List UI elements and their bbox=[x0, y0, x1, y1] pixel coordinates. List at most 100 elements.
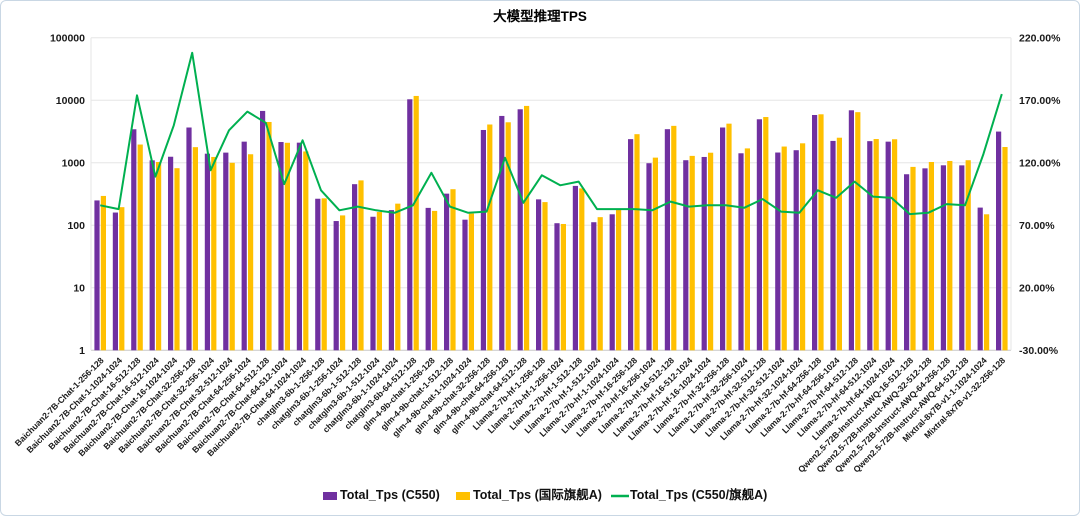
bar-c550 bbox=[756, 119, 762, 351]
bar-c550 bbox=[296, 142, 302, 351]
bar-flagship bbox=[119, 207, 125, 351]
ratio-line bbox=[99, 51, 1003, 216]
bar-c550 bbox=[646, 163, 652, 351]
bar-flagship bbox=[211, 156, 217, 351]
bar-c550 bbox=[664, 129, 670, 351]
bar-flagship bbox=[708, 152, 714, 351]
bar-c550 bbox=[315, 198, 321, 351]
bar-flagship bbox=[616, 209, 622, 351]
bar-c550 bbox=[775, 152, 781, 351]
bar-c550 bbox=[885, 141, 891, 351]
bar-flagship bbox=[395, 203, 401, 351]
bar-c550 bbox=[628, 139, 634, 351]
bar-flagship bbox=[873, 139, 879, 351]
bar-flagship bbox=[763, 117, 769, 351]
bar-c550 bbox=[940, 165, 946, 351]
left-axis-ticks: 1 10 100 1000 10000 100000 bbox=[50, 32, 85, 357]
chart-title: 大模型推理TPS bbox=[493, 8, 587, 24]
bar-flagship bbox=[505, 122, 511, 351]
x-axis-ticks: Baichuan2-7B-Chat-1-256-128Baichuan2-7B-… bbox=[13, 355, 1008, 474]
bar-c550 bbox=[609, 214, 615, 351]
line-series bbox=[99, 51, 1003, 216]
bar-c550 bbox=[959, 165, 965, 351]
bar-flagship bbox=[542, 202, 548, 351]
bar-flagship bbox=[174, 168, 180, 351]
left-tick-label: 100 bbox=[67, 220, 85, 232]
bar-flagship bbox=[100, 195, 106, 351]
legend-label: Total_Tps (C550) bbox=[340, 488, 440, 502]
bar-c550 bbox=[499, 115, 505, 351]
legend-label: Total_Tps (国际旗舰A) bbox=[473, 487, 602, 502]
bar-c550 bbox=[738, 153, 744, 351]
bar-c550 bbox=[388, 210, 394, 351]
bar-c550 bbox=[278, 142, 284, 351]
bar-flagship bbox=[358, 180, 364, 351]
legend-swatch bbox=[323, 492, 337, 500]
bar-c550 bbox=[904, 174, 910, 351]
bar-flagship bbox=[652, 157, 658, 351]
bar-flagship bbox=[432, 210, 438, 351]
bar-flagship bbox=[266, 121, 272, 351]
right-tick-label: -30.00% bbox=[1019, 345, 1059, 357]
bar-c550 bbox=[407, 99, 413, 351]
bar-flagship bbox=[800, 143, 806, 351]
bar-flagship bbox=[487, 124, 493, 351]
bar-c550 bbox=[352, 184, 358, 351]
bar-c550 bbox=[223, 152, 229, 351]
bar-flagship bbox=[671, 125, 677, 351]
bar-c550 bbox=[683, 160, 689, 351]
bar-c550 bbox=[517, 109, 523, 351]
bar-flagship bbox=[965, 160, 971, 351]
right-tick-label: 70.00% bbox=[1019, 220, 1055, 232]
left-tick-label: 1 bbox=[79, 345, 85, 357]
bar-c550 bbox=[867, 141, 873, 351]
bar-flagship bbox=[855, 112, 861, 351]
bar-flagship bbox=[468, 213, 474, 351]
bar-flagship bbox=[321, 198, 327, 351]
bar-c550 bbox=[996, 131, 1002, 351]
bar-c550 bbox=[536, 199, 542, 351]
bar-flagship bbox=[689, 155, 695, 351]
bar-c550 bbox=[812, 114, 818, 351]
bar-c550 bbox=[204, 153, 210, 351]
bar-c550 bbox=[591, 222, 597, 351]
bar-flagship bbox=[836, 137, 842, 351]
bar-c550 bbox=[793, 150, 799, 351]
bar-flagship bbox=[579, 188, 585, 351]
legend: Total_Tps (C550) Total_Tps (国际旗舰A) Total_T… bbox=[323, 487, 767, 502]
bar-c550 bbox=[444, 193, 450, 351]
bar-flagship bbox=[910, 166, 916, 351]
bar-flagship bbox=[634, 134, 640, 351]
bar-flagship bbox=[524, 105, 530, 351]
bar-flagship bbox=[597, 217, 603, 351]
bar-c550 bbox=[701, 156, 707, 351]
bar-flagship bbox=[156, 161, 162, 351]
bar-flagship bbox=[137, 144, 143, 351]
bar-flagship bbox=[376, 212, 382, 351]
bar-flagship bbox=[248, 154, 254, 351]
bar-flagship bbox=[192, 147, 198, 351]
bar-flagship bbox=[340, 215, 346, 351]
bar-c550 bbox=[572, 185, 578, 351]
left-tick-label: 100000 bbox=[50, 32, 85, 44]
bar-flagship bbox=[560, 223, 566, 351]
bar-flagship bbox=[450, 189, 456, 351]
bar-c550 bbox=[830, 140, 836, 351]
bar-c550 bbox=[186, 127, 192, 351]
right-tick-label: 220.00% bbox=[1019, 32, 1061, 44]
bar-flagship bbox=[1002, 146, 1008, 351]
bar-flagship bbox=[303, 151, 309, 351]
right-tick-label: 20.00% bbox=[1019, 282, 1055, 294]
bar-c550 bbox=[848, 110, 854, 351]
right-tick-label: 120.00% bbox=[1019, 157, 1061, 169]
bar-flagship bbox=[892, 139, 898, 351]
bar-c550 bbox=[241, 141, 247, 351]
bar-flagship bbox=[781, 146, 787, 351]
bar-flagship bbox=[984, 214, 990, 351]
bar-flagship bbox=[744, 148, 750, 351]
left-tick-label: 10000 bbox=[56, 95, 85, 107]
bar-c550 bbox=[131, 129, 137, 351]
bar-c550 bbox=[149, 160, 155, 351]
